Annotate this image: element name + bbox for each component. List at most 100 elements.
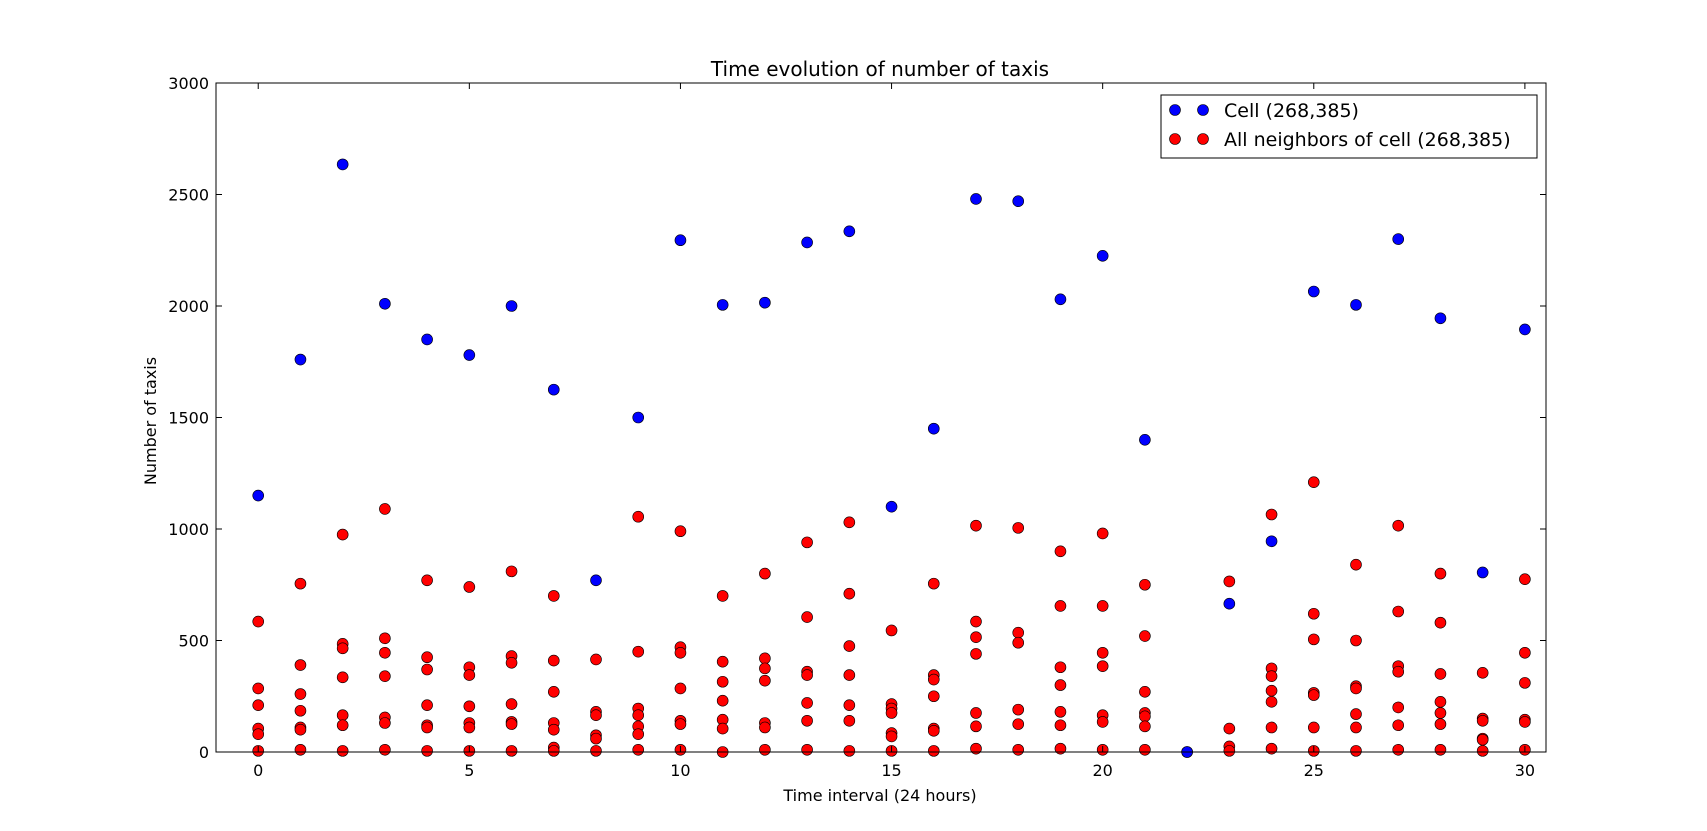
- axis-ticks: 0 5 10 15 20 25 30 0 500 1000 1500 2000 2500 3000: [168, 74, 1546, 780]
- data-point: [632, 411, 645, 424]
- data-point: [336, 719, 349, 732]
- data-point: [1434, 668, 1447, 680]
- data-point: [1476, 733, 1489, 746]
- data-point: [1392, 719, 1405, 732]
- data-point: [463, 349, 476, 361]
- data-point: [1012, 703, 1025, 716]
- data-point: [1012, 522, 1025, 534]
- data-point: [1223, 597, 1236, 610]
- data-point: [421, 721, 433, 734]
- data-point: [970, 648, 982, 660]
- data-point: [505, 718, 518, 730]
- data-point: [1096, 660, 1109, 672]
- data-point: [505, 745, 518, 757]
- legend-marker-cell-b: [1197, 104, 1209, 116]
- data-point: [421, 651, 433, 664]
- data-point: [1139, 710, 1151, 723]
- data-point: [1012, 195, 1025, 207]
- data-point: [716, 694, 729, 707]
- legend: Cell (268,385) All neighbors of cell (26…: [1160, 94, 1538, 159]
- data-point: [379, 743, 391, 756]
- data-point: [1265, 742, 1278, 755]
- data-point: [505, 656, 518, 669]
- data-point: [1434, 743, 1447, 756]
- data-point: [759, 567, 771, 580]
- data-point: [1223, 575, 1236, 588]
- data-point: [759, 721, 771, 734]
- data-point: [336, 671, 349, 684]
- data-point: [1265, 535, 1278, 548]
- data-point: [1350, 708, 1362, 720]
- data-point: [1392, 743, 1405, 756]
- data-point: [1139, 433, 1151, 446]
- y-tick-label: 2000: [168, 297, 209, 316]
- series-group: [252, 158, 1531, 758]
- data-point: [294, 659, 307, 671]
- data-point: [1350, 721, 1362, 734]
- data-point: [294, 723, 307, 736]
- data-point: [885, 500, 898, 513]
- data-point: [801, 714, 813, 727]
- data-points: [252, 158, 1531, 758]
- data-point: [590, 574, 602, 587]
- data-point: [1054, 719, 1067, 732]
- x-tick-label: 5: [464, 761, 474, 780]
- data-point: [674, 234, 687, 247]
- data-point: [1307, 689, 1320, 701]
- data-point: [379, 632, 391, 645]
- data-point: [590, 653, 602, 666]
- data-point: [1096, 646, 1109, 659]
- data-point: [1139, 743, 1151, 756]
- x-tick-label: 25: [1304, 761, 1324, 780]
- data-point: [1265, 721, 1278, 734]
- data-point: [1223, 745, 1236, 757]
- x-tick-label: 30: [1515, 761, 1535, 780]
- legend-box: [1160, 94, 1538, 159]
- data-point: [1434, 312, 1447, 325]
- x-tick-label: 0: [253, 761, 263, 780]
- data-point: [547, 685, 560, 698]
- data-point: [1139, 578, 1151, 591]
- data-point: [379, 717, 391, 729]
- data-point: [1350, 745, 1362, 757]
- data-point: [1096, 250, 1109, 262]
- x-tick-label: 15: [881, 761, 901, 780]
- data-point: [1434, 707, 1447, 719]
- data-point: [421, 663, 433, 676]
- data-point: [1096, 716, 1109, 728]
- data-point: [1265, 696, 1278, 708]
- data-point: [294, 743, 307, 756]
- data-point: [590, 745, 602, 757]
- data-point: [716, 299, 729, 311]
- data-point: [1139, 720, 1151, 733]
- data-point: [1307, 607, 1320, 620]
- data-point: [1392, 519, 1405, 532]
- legend-marker-cell-a: [1169, 104, 1181, 116]
- data-point: [801, 611, 813, 623]
- data-point: [1012, 743, 1025, 756]
- data-point: [885, 624, 898, 637]
- data-point: [1265, 670, 1278, 682]
- data-point: [1350, 682, 1362, 695]
- data-point: [1223, 722, 1236, 735]
- data-point: [590, 709, 602, 722]
- data-point: [1350, 558, 1362, 571]
- data-point: [1519, 646, 1531, 659]
- data-point: [843, 587, 856, 600]
- data-point: [1054, 742, 1067, 755]
- data-point: [843, 699, 856, 711]
- data-point: [1307, 633, 1320, 646]
- data-point: [970, 519, 982, 532]
- data-point: [970, 707, 982, 719]
- data-point: [843, 225, 856, 238]
- data-point: [970, 615, 982, 628]
- data-point: [927, 725, 940, 737]
- data-point: [421, 574, 433, 587]
- legend-label-cell: Cell (268,385): [1224, 100, 1359, 122]
- data-point: [674, 646, 687, 659]
- data-point: [463, 669, 476, 681]
- data-point: [1519, 323, 1531, 336]
- data-point: [1476, 714, 1489, 727]
- data-point: [505, 698, 518, 710]
- data-point: [1476, 566, 1489, 579]
